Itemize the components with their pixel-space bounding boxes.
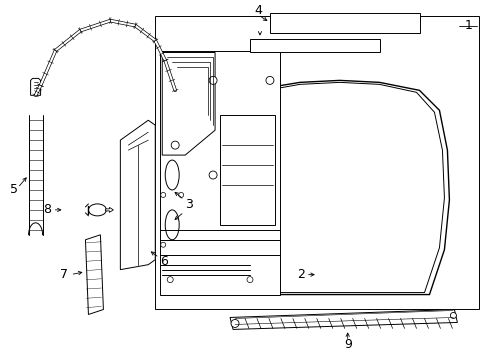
Text: 2: 2 [296, 268, 304, 281]
Text: 3: 3 [185, 198, 193, 211]
Text: 4: 4 [253, 4, 262, 17]
Polygon shape [155, 15, 478, 310]
Circle shape [161, 193, 165, 197]
Polygon shape [162, 53, 215, 155]
Polygon shape [31, 78, 41, 95]
Polygon shape [160, 50, 279, 294]
Polygon shape [120, 120, 155, 270]
Circle shape [230, 319, 239, 328]
Circle shape [178, 193, 183, 197]
Text: 7: 7 [60, 268, 67, 281]
Polygon shape [249, 39, 379, 53]
Circle shape [161, 242, 165, 247]
Circle shape [167, 276, 173, 283]
Circle shape [209, 76, 217, 84]
Circle shape [265, 76, 273, 84]
FancyArrow shape [105, 207, 113, 212]
Circle shape [246, 276, 252, 283]
Polygon shape [269, 13, 419, 32]
Polygon shape [249, 80, 448, 294]
Circle shape [449, 312, 455, 319]
Polygon shape [229, 310, 456, 329]
Text: 8: 8 [43, 203, 51, 216]
Polygon shape [220, 115, 274, 225]
Text: 6: 6 [160, 255, 168, 268]
Ellipse shape [88, 204, 106, 216]
Text: 5: 5 [10, 184, 18, 197]
Text: 1: 1 [464, 19, 471, 32]
Circle shape [171, 141, 179, 149]
Text: 9: 9 [343, 338, 351, 351]
Circle shape [209, 171, 217, 179]
Polygon shape [85, 235, 103, 315]
